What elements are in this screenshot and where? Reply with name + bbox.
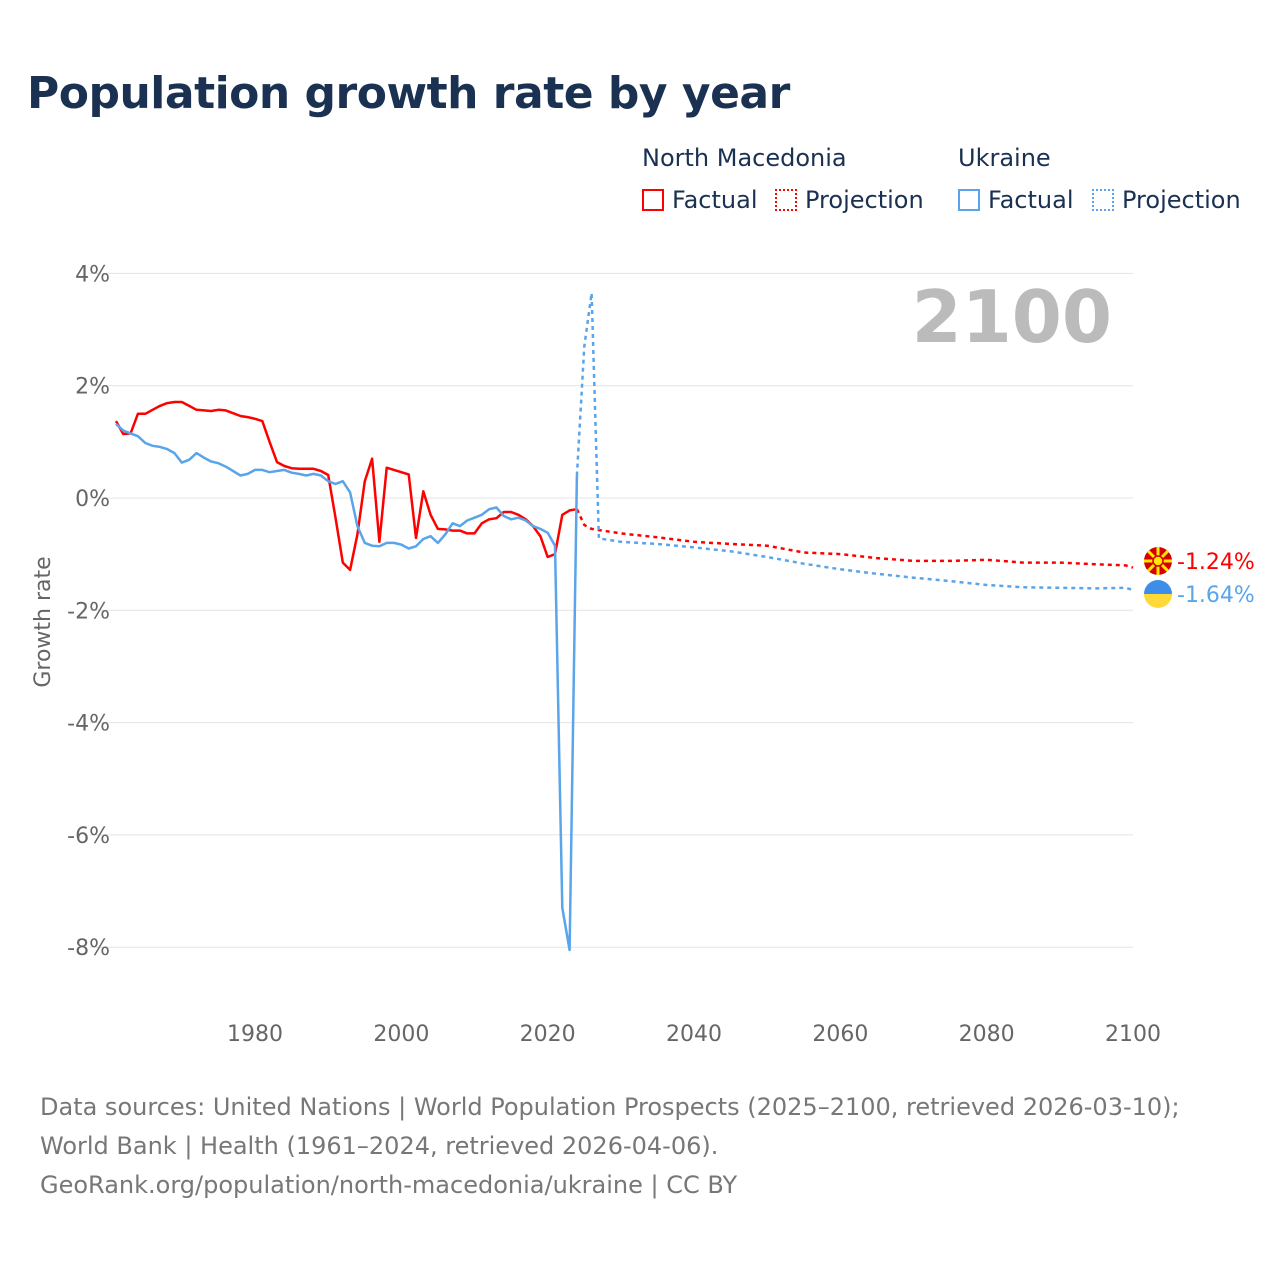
legend-swatch-solid	[958, 189, 980, 211]
flag-sun	[1152, 555, 1164, 567]
y-tick-label: -6%	[67, 824, 110, 849]
footer: Data sources: United Nations | World Pop…	[40, 1088, 1240, 1205]
x-tick-label: 1980	[227, 1022, 283, 1047]
y-tick-label: 4%	[75, 262, 110, 287]
y-tick-label: 2%	[75, 375, 110, 400]
y-tick-label: -2%	[67, 599, 110, 624]
x-tick-label: 2020	[520, 1022, 576, 1047]
legend-swatch-dotted	[1092, 189, 1114, 211]
year-watermark: 2100	[912, 275, 1112, 359]
legend-ua-projection[interactable]: Projection	[1092, 186, 1241, 214]
y-axis-label: Growth rate	[31, 556, 56, 687]
x-tick-label: 2060	[812, 1022, 868, 1047]
legend-swatch-solid	[642, 189, 664, 211]
legend-mk-projection[interactable]: Projection	[775, 186, 924, 214]
legend-group-ukraine: Ukraine	[958, 144, 1051, 172]
legend-mk-factual[interactable]: Factual	[642, 186, 758, 214]
series-line-north-macedonia-projection	[575, 508, 1134, 569]
legend-group-north-macedonia: North Macedonia	[642, 144, 847, 172]
end-value-label: -1.64%	[1177, 583, 1255, 608]
legend-label: Factual	[988, 186, 1074, 214]
legend-label: Projection	[805, 186, 924, 214]
data-sources: Data sources: United Nations | World Pop…	[40, 1093, 1180, 1160]
series-line-ukraine-factual	[115, 422, 579, 952]
ukraine-flag-icon	[1144, 580, 1172, 594]
y-tick-label: -8%	[67, 936, 110, 961]
series-line-north-macedonia-factual	[114, 400, 578, 572]
y-tick-label: 0%	[75, 487, 110, 512]
x-tick-label: 2080	[959, 1022, 1015, 1047]
x-tick-label: 2000	[373, 1022, 429, 1047]
series-line-ukraine-projection	[575, 291, 1134, 592]
end-value-label: -1.24%	[1177, 550, 1255, 575]
x-tick-label: 2040	[666, 1022, 722, 1047]
legend-label: Projection	[1122, 186, 1241, 214]
y-tick-label: -4%	[67, 712, 110, 737]
legend-label: Factual	[672, 186, 758, 214]
legend-ua-factual[interactable]: Factual	[958, 186, 1074, 214]
legend-swatch-dotted	[775, 189, 797, 211]
ukraine-flag-lower	[1144, 594, 1172, 608]
page-title: Population growth rate by year	[27, 68, 790, 119]
x-tick-label: 2100	[1105, 1022, 1161, 1047]
source-link[interactable]: GeoRank.org/population/north-macedonia/u…	[40, 1171, 738, 1199]
